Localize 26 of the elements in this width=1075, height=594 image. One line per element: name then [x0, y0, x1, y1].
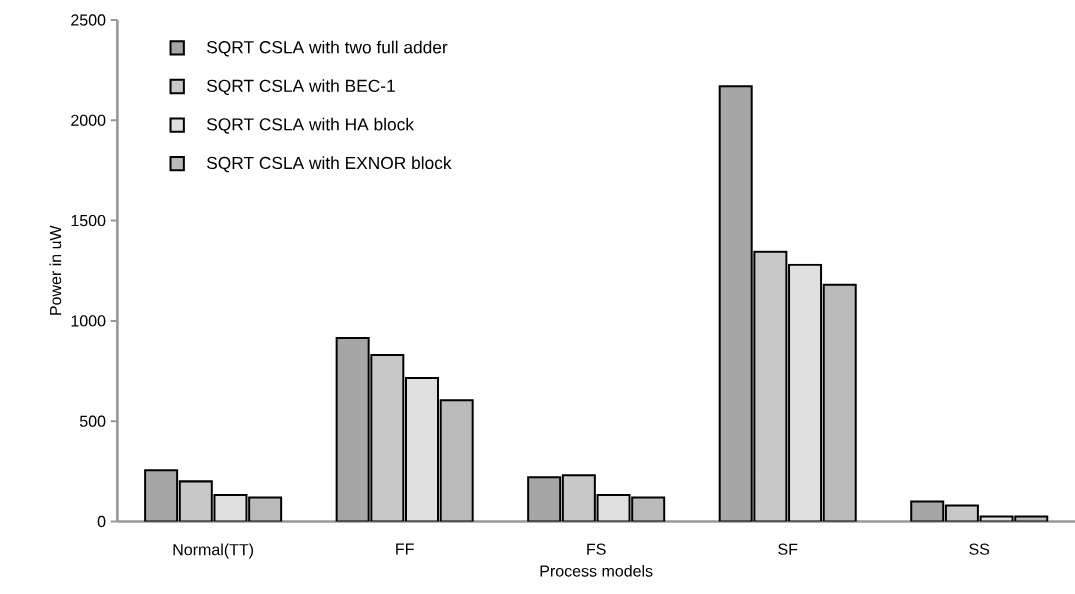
y-tick-label: 500	[79, 415, 106, 428]
x-tick-label: SS	[969, 543, 990, 556]
bar	[370, 354, 405, 522]
y-tick-label: 2000	[71, 114, 106, 127]
bar	[718, 85, 753, 522]
bar	[439, 399, 474, 522]
bar	[144, 469, 179, 522]
y-tick-label: 1000	[71, 315, 106, 327]
legend-label: SQRT CSLA with BEC-1	[207, 79, 395, 96]
bar	[405, 377, 440, 522]
legend-label: SQRT CSLA with EXNOR block	[207, 156, 452, 173]
bar	[335, 337, 370, 522]
bar	[822, 284, 857, 522]
y-tick-label: 1500	[71, 215, 106, 227]
x-tick-label: SF	[778, 543, 798, 556]
x-tick-label: FS	[587, 543, 606, 556]
bar	[788, 263, 823, 522]
y-tick-label: 2500	[71, 14, 106, 26]
y-axis-title: Power in uW	[49, 225, 62, 316]
x-axis-title: Process models	[540, 565, 653, 577]
legend-label: SQRT CSLA with HA block	[207, 118, 415, 134]
x-tick-label: Normal(TT)	[173, 543, 254, 559]
legend-label: SQRT CSLA with two full adder	[207, 40, 448, 57]
bar	[753, 250, 788, 522]
y-tick-label: 0	[97, 516, 106, 528]
x-tick-label: FF	[396, 543, 414, 555]
